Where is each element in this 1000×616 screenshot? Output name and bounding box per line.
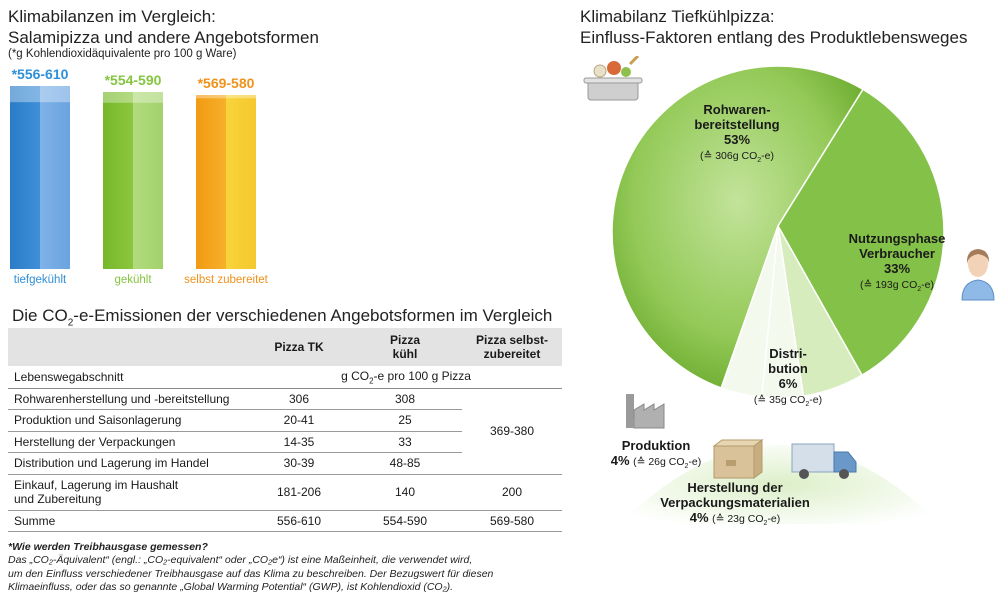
- left-chart-title-line1: Klimabilanzen im Vergleich:: [8, 7, 216, 26]
- table-header-row: Pizza TK Pizza kühl Pizza selbst-zubereit…: [8, 328, 562, 366]
- pie-slice-4: [720, 225, 779, 399]
- cell-self: 200: [462, 474, 562, 511]
- row-label: Rohwarenherstellung und -bereitstellung: [8, 388, 250, 410]
- bar-1: [103, 92, 163, 269]
- sum-label: Summe: [8, 510, 250, 532]
- cell-tk: 306: [250, 388, 348, 410]
- unit-row-unit: g CO2-e pro 100 g Pizza: [250, 366, 562, 389]
- header-pizza-selbst: Pizza selbst-zubereitet: [462, 328, 562, 366]
- factory-icon: [626, 394, 665, 429]
- pie-co2-label: (≙ 23g CO2-e): [712, 513, 781, 528]
- pie-label-3: Produktion 4% (≙ 26g CO2-e): [610, 438, 702, 471]
- left-chart-title: Klimabilanzen im Vergleich: Salamipizza …: [8, 6, 338, 48]
- bar-range-cap-2: [196, 95, 256, 99]
- bar-range-cap-1: [103, 92, 163, 103]
- pie-co2-label: (≙ 306g CO2-e): [700, 150, 774, 165]
- pie-slice-1: [777, 88, 945, 377]
- sum-tk: 556-610: [250, 510, 348, 532]
- bar-category-label: tiefgekühlt: [13, 274, 67, 286]
- bar-category-label: selbst zubereitet: [184, 274, 268, 286]
- bar-value-label: *569-580: [197, 75, 255, 91]
- table-row: Distribution und Lagerung im Handel 30-3…: [8, 452, 562, 475]
- cell-kuehl: 48-85: [348, 452, 462, 475]
- bar-2: [196, 95, 256, 269]
- unit-row-label: Lebenswegabschnitt: [8, 366, 250, 389]
- cell-tk: 14-35: [250, 431, 348, 453]
- pie-label-4: Herstellung der Verpackungsmaterialien 4% …: [660, 480, 810, 528]
- row-label-consumer: Einkauf, Lagerung im Haushalt und Zuberei…: [8, 474, 250, 511]
- left-chart-subtitle: (*g Kohlendioxidäquivalente pro 100 g Wa…: [8, 48, 237, 60]
- right-chart-title: Klimabilanz Tiefkühlpizza: Einfluss-Fakt…: [580, 6, 980, 48]
- cell-kuehl: 25: [348, 409, 462, 432]
- bar-value-label: *554-590: [104, 72, 162, 88]
- cooking-pot-icon: [583, 56, 643, 101]
- table-row: Rohwarenherstellung und -bereitstellung …: [8, 388, 562, 475]
- table-row: Produktion und Saisonlagerung 20-41 25: [8, 409, 562, 432]
- bar-value-label: *556-610: [11, 66, 69, 82]
- footnote-line1: Das „CO₂-Äquivalent“ (engl.: „CO₂-equiva…: [8, 554, 473, 567]
- footnote-heading: *Wie werden Treibhausgase gemessen?: [8, 541, 208, 553]
- cell-kuehl: 308: [348, 388, 462, 410]
- header-empty: [8, 328, 250, 366]
- cell-tk: 181-206: [250, 474, 348, 511]
- table-row-sum: Summe 556-610 554-590 569-580: [8, 510, 562, 532]
- table-row-consumer: Einkauf, Lagerung im Haushalt und Zuberei…: [8, 474, 562, 511]
- consumer-person-icon: [961, 249, 995, 301]
- row-label: Produktion und Saisonlagerung: [8, 409, 250, 432]
- bar-0: [10, 86, 70, 269]
- right-chart-title-line2: Einfluss-Faktoren entlang des Produktleb…: [580, 28, 968, 47]
- pie-label-1: Nutzungsphase Verbraucher 33% (≙ 193g CO2-e…: [848, 231, 946, 294]
- row-label: Distribution und Lagerung im Handel: [8, 452, 250, 475]
- cell-self-merged: 369-380: [462, 388, 562, 475]
- footnote-line3: Klimaeinfluss, oder das so genannte „Glo…: [8, 580, 453, 593]
- bar-range-cap-0: [10, 86, 70, 103]
- pie-lower-region: [620, 445, 940, 524]
- pie-co2-label: (≙ 193g CO2-e): [860, 279, 934, 294]
- delivery-truck-icon: [791, 443, 857, 479]
- pie-label-0: Rohwaren-bereitstellung 53% (≙ 306g CO2-e): [694, 102, 780, 165]
- cardboard-box-icon: [712, 439, 764, 479]
- sum-kuehl: 554-590: [348, 510, 462, 532]
- left-chart-title-line2: Salamipizza und andere Angebotsformen: [8, 28, 319, 47]
- header-pizza-kuehl: Pizza kühl: [348, 328, 462, 366]
- sum-self: 569-580: [462, 510, 562, 532]
- cell-tk: 30-39: [250, 452, 348, 475]
- cell-tk: 20-41: [250, 409, 348, 432]
- table-title: Die CO2-e-Emissionen der verschiedenen A…: [12, 306, 553, 329]
- table-row: Herstellung der Verpackungen 14-35 33: [8, 431, 562, 453]
- footnote: *Wie werden Treibhausgase gemessen? Das …: [8, 541, 578, 594]
- bar-category-label: gekühlt: [114, 274, 152, 286]
- pie-chart: [583, 56, 995, 524]
- emissions-table: Pizza TK Pizza kühl Pizza selbst-zubereit…: [8, 328, 562, 532]
- pie-slice-0: [611, 65, 865, 389]
- footnote-line2: um den Einfluss verschiedener Treibhausg…: [8, 567, 494, 580]
- table-unit-row: Lebenswegabschnitt g CO2-e pro 100 g Piz…: [8, 366, 562, 389]
- cell-kuehl: 140: [348, 474, 462, 511]
- cell-kuehl: 33: [348, 431, 462, 453]
- pie-co2-label: (≙ 35g CO2-e): [753, 394, 823, 409]
- right-chart-title-line1: Klimabilanz Tiefkühlpizza:: [580, 7, 775, 26]
- header-pizza-tk: Pizza TK: [250, 328, 348, 366]
- row-label: Herstellung der Verpackungen: [8, 431, 250, 453]
- pie-co2-label: (≙ 26g CO2-e): [633, 456, 702, 471]
- pie-label-2: Distri-bution 6% (≙ 35g CO2-e): [753, 346, 823, 409]
- bar-chart: [10, 86, 256, 269]
